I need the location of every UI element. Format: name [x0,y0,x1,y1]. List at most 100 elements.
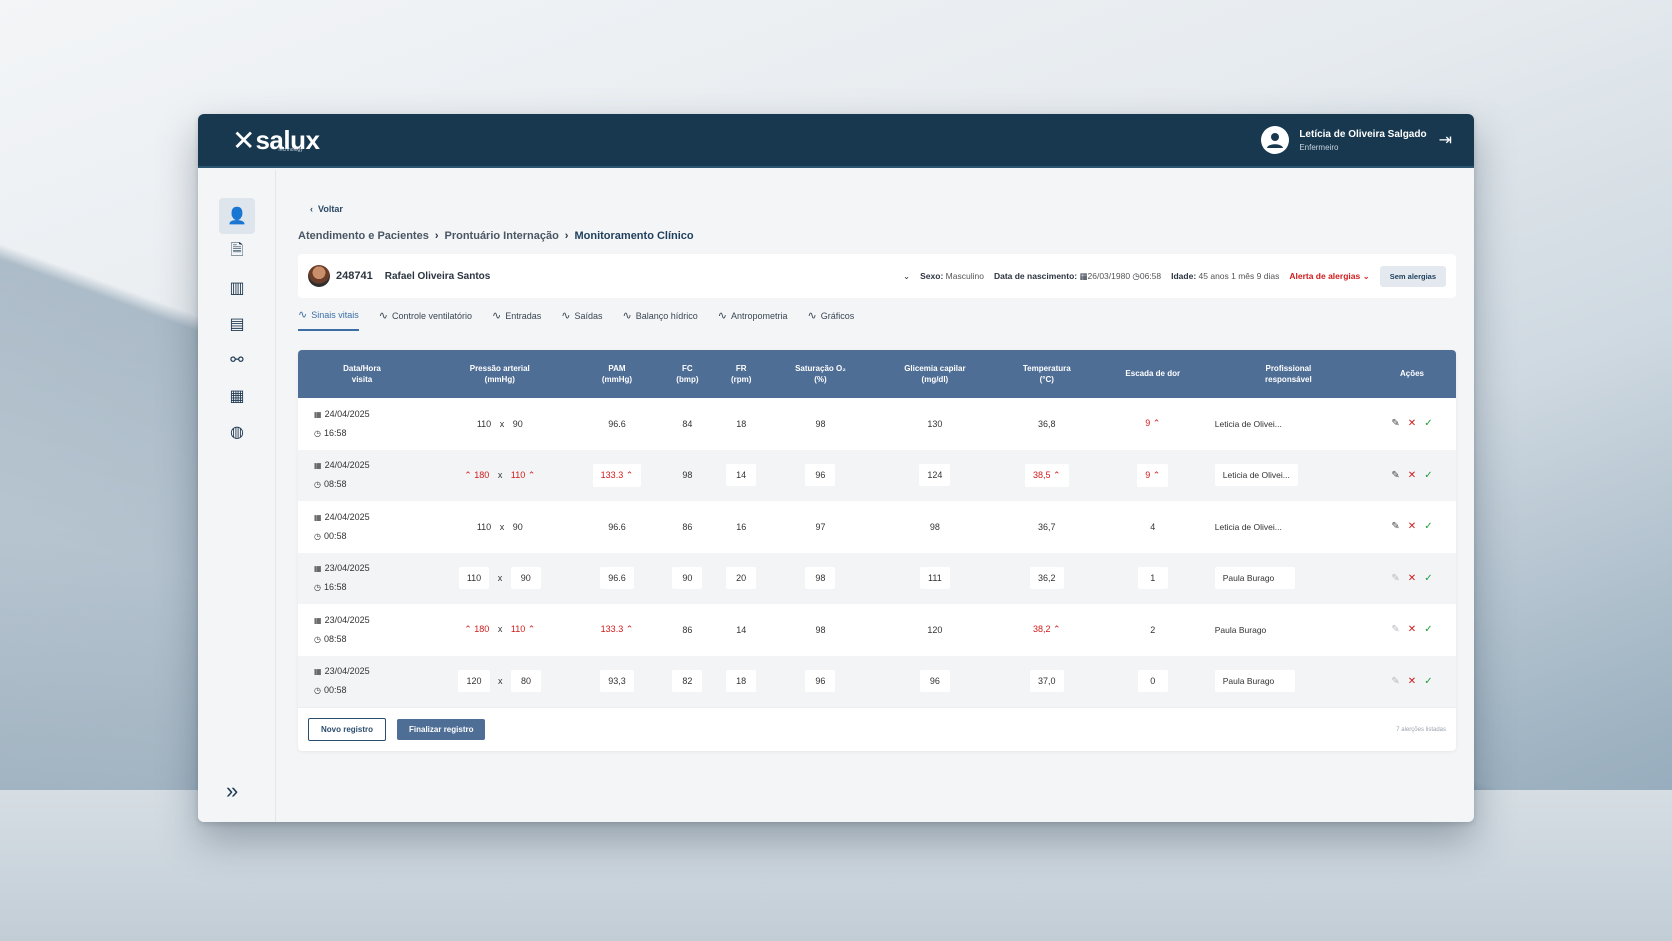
top-bar: ✕ salux Technology Letícia de Oliveira S… [198,114,1474,168]
sidebar-item-patients[interactable]: 👤 [219,198,255,234]
allergy-alert[interactable]: Alerta de alergias ⌄ [1289,271,1369,282]
temp-value: 38,5 ⌃ [1025,463,1069,487]
confirm-icon[interactable]: ✓ [1424,624,1433,636]
finish-record-button[interactable]: Finalizar registro [397,719,486,740]
cell-dor: 0 [1097,656,1209,708]
confirm-icon[interactable]: ✓ [1424,469,1433,481]
confirm-icon[interactable]: ✓ [1424,675,1433,687]
fc-value: 86 [682,521,693,532]
col-header: Temperatura (°C) [996,350,1097,398]
user-menu[interactable]: Letícia de Oliveira Salgado Enfermeiro ⇥ [1261,126,1452,154]
edit-icon[interactable]: ✎ [1391,521,1400,533]
temp-value: 37,0 [1030,670,1064,693]
edit-icon[interactable]: ✎ [1391,624,1400,636]
sidebar-item-reports[interactable]: ▦ [219,378,255,414]
back-link[interactable]: ‹ Voltar [310,204,343,214]
tab-graficos[interactable]: ∿ Gráficos [808,308,855,331]
diastolic-value: 110 ⌃ [510,624,536,635]
confirm-icon[interactable]: ✓ [1424,521,1433,533]
sidebar-item-web[interactable]: ◍ [219,414,255,450]
cell-datetime: ▦ 23/04/2025 ◷ 16:58 [314,563,370,593]
logout-icon[interactable]: ⇥ [1438,132,1452,149]
table-row[interactable]: ▦ 24/04/2025 ◷ 16:58 110 x 90 96.6 84 18 9… [298,398,1456,450]
sidebar-item-documents[interactable]: ▤ [219,306,255,342]
patient-header: 248741 Rafael Oliveira Santos ⌄ Sexo: Ma… [298,254,1456,298]
table-row[interactable]: ▦ 23/04/2025 ◷ 00:58 120 x 80 93,3 82 18 9… [298,655,1456,708]
cell-sat: 96 [768,450,873,502]
sidebar-item-hospital[interactable]: ▥ [219,270,255,306]
edit-icon[interactable]: ✎ [1391,469,1400,481]
brand-logo[interactable]: ✕ salux Technology [232,124,345,157]
delete-icon[interactable]: ✕ [1407,675,1417,687]
pam-value: 133.3 ⌃ [600,624,634,635]
delete-icon[interactable]: ✕ [1407,469,1417,481]
high-alert-icon: ⌃ [1152,469,1161,480]
tab-balanco-hidrico[interactable]: ∿ Balanço hídrico [623,308,698,331]
col-header: PAM (mmHg) [573,350,661,398]
edit-icon[interactable]: ✎ [1391,418,1400,430]
professional-name: Paula Burago [1214,624,1267,635]
cell-datetime: ▦ 24/04/2025 ◷ 08:58 [314,460,370,490]
sat-value: 98 [805,567,836,590]
high-alert-icon: ⌃ [527,469,536,480]
fc-value: 86 [682,624,693,635]
sidebar-item-billing[interactable]: 🗎 [219,234,255,270]
sidebar-item-integration[interactable]: ⚯ [219,342,255,378]
chevron-down-icon: ⌄ [1362,270,1370,281]
pulse-icon: ∿ [561,310,571,322]
cell-sat: 97 [768,501,873,553]
confirm-icon[interactable]: ✓ [1424,418,1433,430]
fc-value: 90 [672,567,703,590]
cell-fr: 14 [714,450,768,502]
dor-value: 2 [1150,624,1156,635]
table-row[interactable]: ▦ 23/04/2025 ◷ 16:58 110 x 90 96.6 90 20 9… [298,552,1456,605]
cell-dor: 1 [1097,553,1209,605]
cell-pressure: 110 x 90 [426,398,574,450]
tab-sinais-vitais[interactable]: ∿ Sinais vitais [298,308,359,331]
confirm-icon[interactable]: ✓ [1424,572,1433,584]
sat-value: 96 [805,464,836,487]
calendar-icon: ▦ [314,409,322,419]
cell-fc: 86 [660,604,714,656]
delete-icon[interactable]: ✕ [1407,624,1417,636]
tab-antropometria[interactable]: ∿ Antropometria [718,308,788,331]
table-row[interactable]: ▦ 24/04/2025 ◷ 00:58 110 x 90 96.6 86 16 9… [298,501,1456,553]
clock-icon: ◷ [314,686,321,696]
delete-icon[interactable]: ✕ [1407,521,1417,533]
pressure-separator: x [499,418,505,429]
calendar-icon: ▦ [314,461,322,471]
high-alert-icon: ⌃ [464,469,472,480]
chevron-down-icon[interactable]: ⌄ [903,270,911,281]
col-header: Profissional responsável [1208,350,1368,398]
edit-icon[interactable]: ✎ [1391,572,1400,584]
temp-value: 38,2 ⌃ [1033,624,1061,635]
delete-icon[interactable]: ✕ [1407,418,1417,430]
tabs: ∿ Sinais vitais ∿ Controle ventilatório ∿ E… [298,308,854,331]
cell-sat: 98 [768,604,873,656]
tab-saidas[interactable]: ∿ Saídas [561,308,602,331]
expand-sidebar-icon[interactable]: » [226,778,239,803]
cell-professional: Paula Burago [1209,553,1368,605]
new-record-button[interactable]: Novo registro [308,718,387,741]
patient-icon: 👤 [227,208,247,225]
pam-value: 96.6 [608,521,626,532]
calendar-icon: ▦ [314,667,322,677]
breadcrumb-current: Monitoramento Clínico [574,230,694,242]
tab-entradas[interactable]: ∿ Entradas [492,308,541,331]
tab-label: Saídas [574,310,603,321]
fc-value: 84 [682,418,693,429]
delete-icon[interactable]: ✕ [1407,572,1417,584]
table-row[interactable]: ▦ 24/04/2025 ◷ 08:58 ⌃ 180 x 110 ⌃ 133.3 ⌃… [298,449,1456,502]
edit-icon[interactable]: ✎ [1391,675,1400,687]
clock-icon: ◷ [314,583,321,593]
breadcrumb-item[interactable]: Atendimento e Pacientes [298,230,429,242]
tab-label: Sinais vitais [311,309,359,320]
cell-actions: ✎ ✕ ✓ [1368,604,1456,656]
pressure-separator: x [498,676,503,687]
allergies-button[interactable]: Sem alergias [1379,265,1446,287]
dor-value: 0 [1137,670,1168,693]
tab-controle-ventilatorio[interactable]: ∿ Controle ventilatório [379,308,472,331]
breadcrumb-item[interactable]: Prontuário Internação [444,230,559,242]
col-header: Pressão arterial (mmHg) [425,350,574,398]
table-row[interactable]: ▦ 23/04/2025 ◷ 08:58 ⌃ 180 x 110 ⌃ 133.3 ⌃… [298,604,1456,656]
